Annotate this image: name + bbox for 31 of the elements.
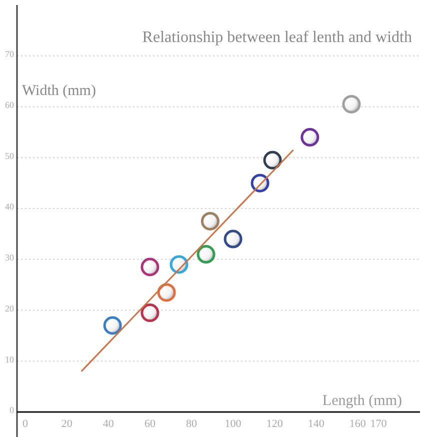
y-tick-label: 30 bbox=[5, 252, 14, 263]
text: Relationship between leaf lenth and width bbox=[142, 29, 412, 46]
x-tick-label: 80 bbox=[186, 418, 198, 430]
y-axis-title: Width (mm) bbox=[22, 83, 96, 99]
point bbox=[300, 128, 320, 147]
y-tick-label: 50 bbox=[5, 150, 14, 161]
y-tick-label: 20 bbox=[5, 303, 14, 314]
x-tick-label: 60 bbox=[144, 418, 156, 430]
x-tick-label: 40 bbox=[102, 418, 114, 430]
x-tick-label: 170 bbox=[370, 418, 388, 430]
x-tick-label: 20 bbox=[61, 418, 73, 430]
x-tick-label: 140 bbox=[308, 418, 325, 430]
y-tick-label: 10 bbox=[5, 354, 14, 364]
y-tick-label: 40 bbox=[5, 202, 14, 212]
x-tick-label: 0 bbox=[22, 418, 29, 430]
point bbox=[263, 150, 282, 170]
point bbox=[157, 283, 176, 302]
x-axis-title: Length (mm) bbox=[322, 393, 402, 409]
point bbox=[140, 304, 160, 322]
x-tick-label: 100 bbox=[224, 418, 242, 430]
point bbox=[103, 316, 122, 335]
y-tick-label: 70 bbox=[5, 49, 14, 60]
point bbox=[196, 245, 216, 264]
x-tick-label: 120 bbox=[266, 418, 284, 430]
point bbox=[200, 212, 220, 230]
x-tick-label: 160 bbox=[349, 418, 366, 430]
y-tick-label: 0 bbox=[10, 405, 14, 416]
point bbox=[224, 230, 242, 248]
y-tick-label: 60 bbox=[5, 100, 14, 110]
point bbox=[342, 94, 361, 114]
point bbox=[140, 258, 160, 276]
